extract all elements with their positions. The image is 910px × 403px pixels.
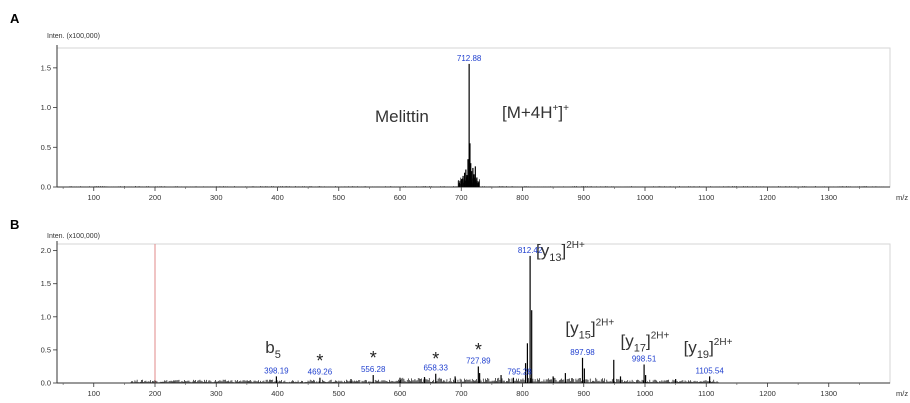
- peak-mz-label: 556.28: [361, 365, 386, 374]
- x-tick-label: 1100: [698, 193, 714, 202]
- y-tick-label: 1.0: [41, 312, 51, 321]
- fragment-ion-label: [y17]2H+: [621, 331, 670, 355]
- x-tick-label: 100: [87, 193, 100, 202]
- peak-mz-label: 658.33: [423, 364, 448, 373]
- artifact-star-marker: *: [370, 348, 377, 368]
- x-tick-label: 800: [516, 389, 529, 398]
- x-tick-label: 200: [149, 193, 162, 202]
- x-tick-label: 400: [271, 193, 284, 202]
- x-tick-label: 700: [455, 193, 468, 202]
- y-tick-label: 0.5: [41, 345, 51, 354]
- x-tick-label: 1100: [698, 389, 714, 398]
- peak-mz-label: 398.19: [264, 366, 289, 375]
- x-tick-label: 1000: [637, 193, 654, 202]
- panel-letter: A: [10, 11, 20, 26]
- x-axis-unit: m/z: [896, 193, 908, 202]
- peak-mz-label: 998.51: [632, 354, 657, 363]
- x-tick-label: 1200: [759, 389, 776, 398]
- x-tick-label: 800: [516, 193, 529, 202]
- y-tick-label: 1.5: [41, 63, 51, 72]
- plot-frame: [56, 47, 891, 188]
- x-tick-label: 700: [455, 389, 468, 398]
- x-tick-label: 900: [577, 389, 590, 398]
- y-tick-label: 2.0: [41, 246, 51, 255]
- fragment-ion-label: b5: [265, 338, 281, 361]
- x-tick-label: 1200: [759, 193, 776, 202]
- panel-letter: B: [10, 217, 19, 232]
- panel-b: B Inten. (x100,000) 0.0 0.5 1.0 1.5 2.0 100 200 3…: [10, 217, 908, 398]
- fragment-ion-label: [y19]2H+: [684, 337, 733, 361]
- y-tick-label: 0.0: [41, 183, 51, 192]
- x-tick-label: 900: [577, 193, 590, 202]
- peak-mz-label: 712.88: [457, 54, 482, 63]
- x-tick-label: 600: [394, 193, 407, 202]
- x-tick-label: 1300: [820, 389, 837, 398]
- x-tick-label: 1000: [637, 389, 654, 398]
- peak-mz-label: 1105.54: [695, 366, 724, 375]
- fragment-ion-label: [y15]2H+: [565, 317, 614, 341]
- y-tick-label: 1.5: [41, 279, 51, 288]
- artifact-star-marker: *: [316, 351, 323, 371]
- x-tick-label: 400: [271, 389, 284, 398]
- y-tick-label: 0.0: [41, 379, 51, 388]
- x-tick-label: 300: [210, 389, 223, 398]
- y-axis-label: Inten. (x100,000): [47, 233, 100, 240]
- x-tick-label: 100: [87, 389, 100, 398]
- peak-mz-label: 469.26: [308, 368, 333, 377]
- fragment-ion-label: [y13]2H+: [536, 240, 585, 264]
- peak-mz-label: 897.98: [570, 348, 595, 357]
- y-tick-label: 1.0: [41, 103, 51, 112]
- artifact-star-marker: *: [475, 340, 482, 360]
- panel-a: A Inten. (x100,000) 0.0 0.5 1.0 1.5 100 200 300 4…: [10, 11, 908, 202]
- x-tick-label: 500: [332, 389, 345, 398]
- x-axis-unit: m/z: [896, 389, 908, 398]
- x-tick-label: 600: [394, 389, 407, 398]
- compound-label: Melittin: [375, 107, 429, 126]
- y-tick-label: 0.5: [41, 143, 51, 152]
- x-tick-label: 1300: [820, 193, 837, 202]
- x-tick-label: 200: [149, 389, 162, 398]
- ion-label: [M+4H+]+: [502, 103, 569, 122]
- peak-mz-label: 795.28: [507, 368, 532, 377]
- x-tick-label: 300: [210, 193, 223, 202]
- peak-mz-label: 727.89: [466, 356, 491, 365]
- y-axis-label: Inten. (x100,000): [47, 33, 100, 40]
- artifact-star-marker: *: [432, 349, 439, 369]
- peak-mz-label: 812.42: [518, 246, 543, 255]
- x-tick-label: 500: [332, 193, 345, 202]
